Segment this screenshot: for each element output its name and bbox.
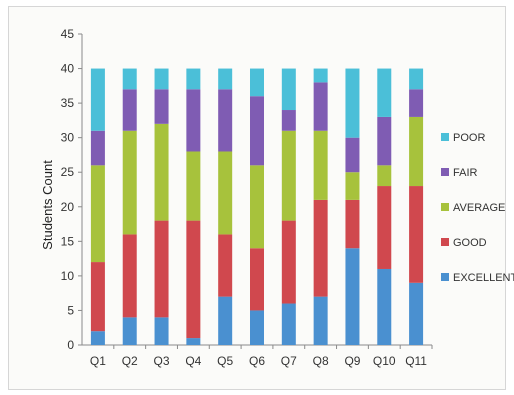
bar-good-q4 <box>186 220 201 339</box>
bar-good-q7 <box>281 220 296 304</box>
bar-excellent-q11 <box>409 282 424 345</box>
bar-good-q6 <box>250 248 264 311</box>
bar-good-q1 <box>90 262 105 332</box>
bar-excellent-q7 <box>281 303 296 345</box>
x-tick-label: Q11 <box>405 354 427 368</box>
y-tick-label: 5 <box>67 303 74 317</box>
x-tick-label: Q1 <box>90 354 106 368</box>
bar-excellent-q3 <box>154 317 169 345</box>
bar-poor-q11 <box>409 68 424 90</box>
x-tick-label: Q2 <box>122 354 138 368</box>
bar-fair-q9 <box>345 137 360 173</box>
bar-average-q4 <box>186 151 201 221</box>
bar-good-q3 <box>154 220 169 318</box>
bar-average-q6 <box>250 165 264 249</box>
bar-excellent-q2 <box>122 317 137 345</box>
legend-label-good: GOOD <box>453 237 487 249</box>
bar-poor-q1 <box>90 68 105 131</box>
bar-average-q9 <box>345 172 360 200</box>
bar-excellent-q5 <box>218 296 233 345</box>
bar-average-q8 <box>313 130 328 200</box>
bar-fair-q4 <box>186 89 201 152</box>
bar-good-q8 <box>313 199 328 297</box>
bar-average-q10 <box>377 165 392 187</box>
bar-poor-q7 <box>281 68 296 111</box>
bar-poor-q5 <box>218 68 233 90</box>
x-tick-label: Q4 <box>185 354 201 368</box>
bar-poor-q6 <box>250 68 264 97</box>
y-tick-label: 25 <box>61 165 75 179</box>
bar-poor-q9 <box>345 68 360 138</box>
bar-good-q5 <box>218 234 233 297</box>
bar-fair-q7 <box>281 110 296 131</box>
bar-poor-q8 <box>313 68 328 83</box>
bar-average-q5 <box>218 151 233 235</box>
bar-fair-q6 <box>250 96 264 166</box>
bar-good-q2 <box>122 234 137 318</box>
bar-excellent-q1 <box>90 331 105 345</box>
bar-poor-q10 <box>377 68 392 117</box>
y-tick-label: 10 <box>61 269 75 283</box>
y-tick-label: 35 <box>61 96 75 110</box>
bar-poor-q3 <box>154 68 169 90</box>
y-tick-label: 45 <box>61 27 75 41</box>
legend-label-excellent: EXCELLENT <box>453 272 514 284</box>
bar-excellent-q4 <box>186 338 201 345</box>
legend-label-average: AVERAGE <box>453 202 505 214</box>
x-tick-label: Q6 <box>249 354 265 368</box>
bar-excellent-q9 <box>345 248 360 345</box>
bar-fair-q3 <box>154 89 169 124</box>
bar-average-q11 <box>409 116 424 187</box>
x-tick-label: Q7 <box>281 354 297 368</box>
bar-good-q11 <box>409 186 424 283</box>
x-tick-label: Q8 <box>313 354 329 368</box>
bar-good-q10 <box>377 186 392 269</box>
legend-swatch-fair <box>441 168 449 176</box>
bar-poor-q2 <box>122 68 137 90</box>
y-tick-label: 40 <box>61 62 75 76</box>
x-tick-label: Q5 <box>217 354 233 368</box>
bar-excellent-q10 <box>377 268 392 345</box>
legend-swatch-poor <box>441 133 449 141</box>
y-tick-label: 30 <box>61 131 75 145</box>
bar-average-q3 <box>154 123 169 221</box>
legend-label-fair: FAIR <box>453 167 478 179</box>
bar-fair-q1 <box>90 130 105 166</box>
x-tick-label: Q9 <box>344 354 360 368</box>
bar-fair-q5 <box>218 89 233 152</box>
bar-fair-q2 <box>122 89 137 131</box>
y-axis-title: Students Count <box>40 160 55 250</box>
bar-fair-q11 <box>409 89 424 117</box>
legend-swatch-excellent <box>441 273 449 281</box>
legend-label-poor: POOR <box>453 132 485 144</box>
plot-area: 0 5 10 15 20 25 30 35 40 45 Q1 Q2 Q3 Q4 Q5 Q6 Q7 Q8 Q9 Q10 Q… <box>61 27 433 368</box>
y-tick-label: 20 <box>61 200 75 214</box>
y-tick-label: 15 <box>61 234 75 248</box>
bar-fair-q8 <box>313 82 328 131</box>
legend-swatch-good <box>441 238 449 246</box>
bar-poor-q4 <box>186 68 201 90</box>
bar-fair-q10 <box>377 116 392 166</box>
x-tick-label: Q3 <box>154 354 170 368</box>
bar-average-q2 <box>122 130 137 235</box>
x-tick-label: Q10 <box>373 354 396 368</box>
bar-average-q7 <box>281 130 296 221</box>
bar-excellent-q6 <box>250 310 264 345</box>
bar-good-q9 <box>345 199 360 249</box>
legend: POOR FAIR AVERAGE GOOD EXCELLENT <box>441 132 514 284</box>
y-tick-label: 0 <box>67 338 74 352</box>
bar-average-q1 <box>90 165 105 263</box>
bar-excellent-q8 <box>313 296 328 345</box>
legend-swatch-average <box>441 203 449 211</box>
